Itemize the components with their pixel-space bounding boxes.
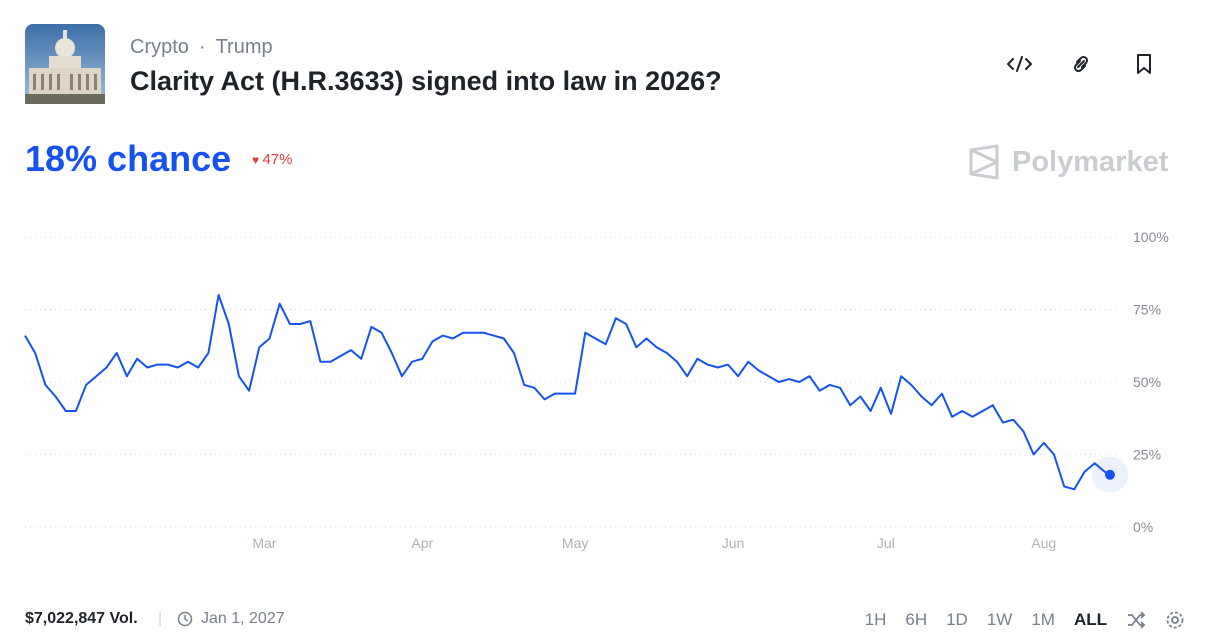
range-button[interactable]: ALL xyxy=(1073,610,1107,629)
range-button[interactable]: 1D xyxy=(946,610,968,629)
link-button[interactable] xyxy=(1073,55,1089,73)
volume: $7,022,847 Vol. xyxy=(25,610,138,627)
change: ♥ 47% xyxy=(252,151,293,168)
breadcrumbs: Crypto · Trump xyxy=(130,36,273,58)
footer: $7,022,847 Vol. | Jan 1, 2027 1H 6H 1D 1W 1M… xyxy=(25,608,1185,632)
brand: Polymarket xyxy=(968,144,1168,180)
end-date: Jan 1, 2027 xyxy=(177,610,285,628)
chance: 18% chance xyxy=(25,138,232,179)
range-button[interactable]: 1W xyxy=(986,610,1013,629)
range-selector: 1H 6H 1D 1W 1M ALL xyxy=(865,610,1185,630)
end-date-text: Jan 1, 2027 xyxy=(201,610,285,627)
shuffle-button[interactable] xyxy=(1126,610,1146,630)
y-tick-label: 0% xyxy=(1133,519,1153,535)
y-tick-label: 50% xyxy=(1133,374,1161,390)
price-line xyxy=(24,294,1111,491)
brand-logo xyxy=(969,144,999,180)
x-tick-label: May xyxy=(562,535,588,551)
y-tick-label: 100% xyxy=(1133,229,1169,245)
breadcrumb[interactable]: Crypto xyxy=(130,36,189,58)
x-tick-label: Mar xyxy=(252,535,276,551)
settings-button[interactable] xyxy=(1165,610,1185,630)
x-tick-label: Jul xyxy=(877,535,895,551)
x-tick-label: Jun xyxy=(722,535,745,551)
range-button[interactable]: 6H xyxy=(905,610,928,629)
breadcrumb[interactable]: Trump xyxy=(215,36,273,58)
header-actions xyxy=(1007,54,1151,74)
range-button[interactable]: 1M xyxy=(1031,610,1055,629)
market-title: Clarity Act (H.R.3633) signed into law i… xyxy=(130,66,722,96)
x-tick-label: Aug xyxy=(1031,535,1056,551)
embed-button[interactable] xyxy=(1007,56,1032,72)
clock-icon xyxy=(177,611,193,627)
chart: 0% 25% 50% 75% 100% Mar Apr May Jun Jul Aug xyxy=(24,229,1169,551)
y-tick-label: 25% xyxy=(1133,447,1161,463)
y-tick-label: 75% xyxy=(1133,302,1161,318)
bookmark-button[interactable] xyxy=(1137,54,1151,74)
brand-name: Polymarket xyxy=(1012,145,1169,178)
market-icon xyxy=(25,24,105,104)
x-tick-label: Apr xyxy=(411,535,433,551)
current-point xyxy=(1105,469,1115,480)
change-value: 47% xyxy=(262,151,293,168)
range-button[interactable]: 1H xyxy=(864,610,887,629)
